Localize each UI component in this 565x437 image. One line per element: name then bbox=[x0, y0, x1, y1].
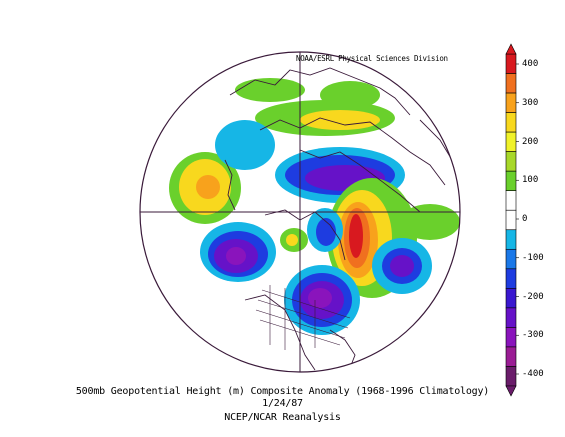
caption-title: 500mb Geopotential Height (m) Composite … bbox=[75, 386, 490, 397]
anomaly-field bbox=[169, 78, 460, 335]
colorbar-top-arrow bbox=[505, 43, 517, 55]
colorbar-segment bbox=[505, 131, 517, 152]
colorbar-tick-label: 400 bbox=[522, 59, 539, 69]
colorbar-bottom-arrow bbox=[505, 385, 517, 397]
colorbar-segment bbox=[505, 248, 517, 270]
colorbar-segment bbox=[505, 209, 517, 231]
credit-label: NOAA/ESRL Physical Sciences Division bbox=[296, 54, 448, 63]
colorbar-tick-label: 200 bbox=[522, 136, 539, 147]
colorbar-segment bbox=[505, 112, 517, 133]
colorbar-segment bbox=[505, 151, 517, 172]
colorbar-tick-label: -100 bbox=[522, 252, 544, 263]
colorbar-segment bbox=[505, 307, 517, 328]
colorbar-tick-label: 300 bbox=[522, 97, 539, 108]
graticule bbox=[139, 51, 461, 373]
colorbar-segment bbox=[505, 53, 517, 74]
colorbar-segment bbox=[505, 346, 517, 367]
colorbar-tick-label: -400 bbox=[522, 369, 544, 379]
colorbar-segment bbox=[505, 170, 517, 192]
colorbar-tick-label: 0 bbox=[522, 214, 528, 224]
colorbar-segment bbox=[505, 73, 517, 94]
colorbar-segment bbox=[505, 268, 517, 289]
colorbar-segment bbox=[505, 327, 517, 348]
colorbar bbox=[505, 43, 519, 397]
caption-source: NCEP/NCAR Reanalysis bbox=[224, 412, 341, 423]
colorbar-tick-label: -200 bbox=[522, 291, 544, 302]
colorbar-segment bbox=[505, 366, 517, 387]
colorbar-tick-label: -300 bbox=[522, 330, 544, 341]
colorbar-segment bbox=[505, 190, 517, 211]
colorbar-segment bbox=[505, 229, 517, 250]
coastlines bbox=[224, 67, 456, 371]
colorbar-segment bbox=[505, 288, 517, 309]
colorbar-tick-label: 100 bbox=[522, 175, 539, 186]
colorbar-segment bbox=[505, 92, 517, 113]
caption-date: 1/24/87 bbox=[262, 398, 303, 409]
